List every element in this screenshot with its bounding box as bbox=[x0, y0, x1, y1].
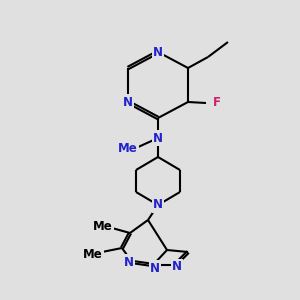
Text: Me: Me bbox=[93, 220, 113, 232]
Text: N: N bbox=[150, 262, 160, 275]
Text: N: N bbox=[124, 256, 134, 268]
Text: N: N bbox=[153, 131, 163, 145]
Text: N: N bbox=[153, 46, 163, 59]
Text: Me: Me bbox=[83, 248, 103, 260]
Text: Me: Me bbox=[118, 142, 138, 154]
Text: N: N bbox=[172, 260, 182, 274]
Text: N: N bbox=[123, 95, 133, 109]
Text: F: F bbox=[213, 97, 221, 110]
Text: N: N bbox=[153, 199, 163, 212]
